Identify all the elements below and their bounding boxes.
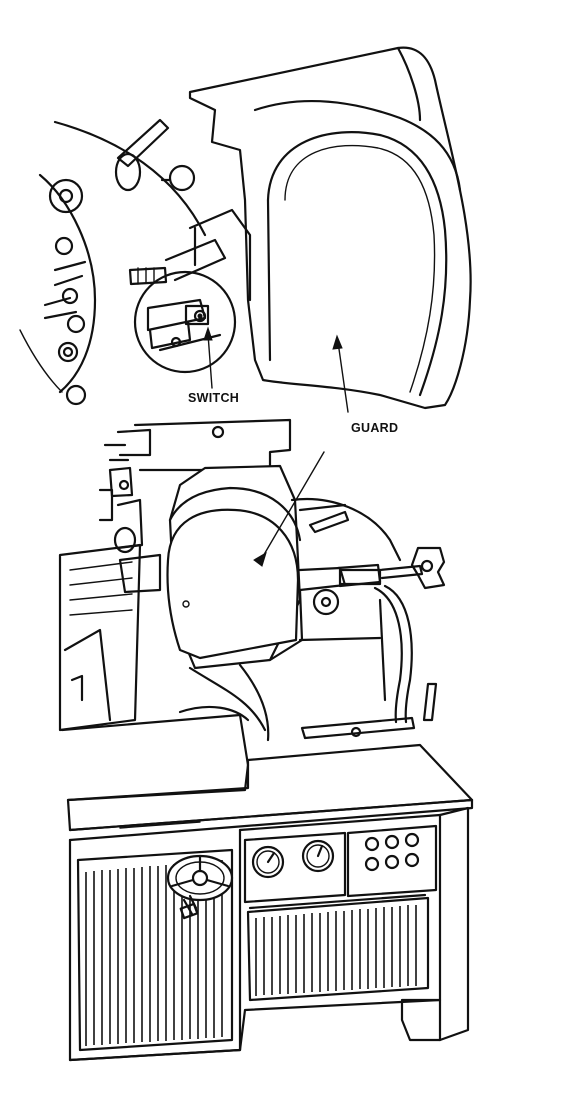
knob-upper <box>48 178 84 214</box>
arrow-icon <box>203 326 213 341</box>
handwheel <box>166 854 234 920</box>
wheel-guard-open <box>188 46 472 410</box>
guard-pointer-line-upper <box>337 341 349 413</box>
machine-full-view <box>58 418 474 1062</box>
arrow-icon <box>332 334 343 350</box>
wheel-guard-closed <box>166 508 300 660</box>
switch-detail-circle <box>133 270 237 374</box>
upper-detail-view <box>19 46 472 413</box>
right-vent-grille <box>255 905 417 996</box>
control-buttons <box>364 832 420 872</box>
guard-pointer-line-lower <box>261 451 325 559</box>
switch-pointer-line <box>207 333 213 389</box>
switch-callout-label: SWITCH <box>188 391 239 405</box>
guard-callout-label: GUARD <box>351 421 398 435</box>
